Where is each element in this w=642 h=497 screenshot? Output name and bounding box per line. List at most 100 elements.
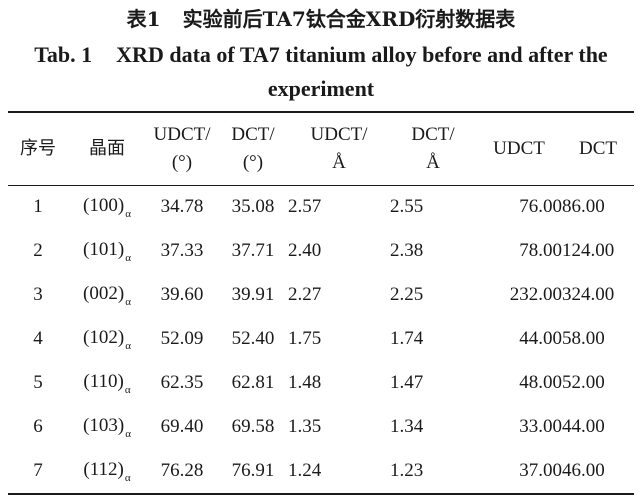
header-dct-intensity: DCT [579,138,617,159]
cell-dct-angle: 76.91 [231,460,275,481]
cell-dct-intensity: 124.00 [562,240,615,261]
header-udct-angle-line2: (°) [171,152,193,173]
cell-udct-spacing: 2.40 [288,240,322,261]
cell-udct-spacing: 2.27 [288,284,322,305]
phase-subscript: α [125,339,131,352]
cell-dct-spacing: 1.23 [390,460,424,481]
cell-udct-spacing: 1.35 [288,416,322,437]
plane-index: (102) [83,326,125,348]
cell-dct-intensity: 324.00 [562,284,615,305]
cell-udct-angle: 52.09 [160,328,204,349]
cell-udct-angle: 62.35 [160,372,204,393]
cell-dct-spacing: 1.47 [390,372,424,393]
plane-index: (110) [83,370,124,392]
phase-subscript: α [124,471,131,484]
cell-crystal-plane: (002)α [68,273,146,317]
cell-dct-angle: 52.40 [231,328,275,349]
table-row: 1 (100)α 34.78 35.08 2.57 2.55 76.00 86.00 [8,185,634,229]
cell-crystal-plane: (110)α [68,361,146,405]
cell-index: 7 [33,460,43,481]
table-row: 6 (103)α 69.40 69.58 1.35 1.34 33.00 44.00 [8,405,634,449]
cell-dct-angle: 69.58 [231,416,275,437]
cell-index: 5 [33,372,43,393]
cell-dct-angle: 37.71 [231,240,275,261]
phase-subscript: α [125,427,131,440]
cell-crystal-plane: (100)α [68,185,146,229]
cell-index: 1 [33,196,43,217]
table-number-en: Tab. 1 [34,42,93,67]
table-title-chinese: 表1 实验前后TA7钛合金XRD衍射数据表 [0,6,642,32]
cell-udct-intensity: 33.00 [519,416,562,437]
table-row: 5 (110)α 62.35 62.81 1.48 1.47 48.00 52.00 [8,361,634,405]
table-body: 1 (100)α 34.78 35.08 2.57 2.55 76.00 86.00 2 (101… [8,185,634,493]
cell-crystal-plane: (102)α [68,317,146,361]
header-dct-spacing-line2: Å [426,152,440,173]
table-top-rule [8,111,634,113]
cell-dct-intensity: 52.00 [562,372,605,393]
xrd-data-table: 序号 晶面 UDCT/ (°) DCT/ (°) UDCT/ Å DCT/ Å … [8,113,634,493]
cell-udct-angle: 76.28 [160,460,204,481]
cell-dct-spacing: 2.38 [390,240,424,261]
cell-dct-angle: 62.81 [231,372,275,393]
cell-dct-angle: 39.91 [231,284,275,305]
header-dct-spacing: DCT/ Å [390,113,476,185]
cell-udct-spacing: 1.75 [288,328,322,349]
phase-subscript: α [125,251,131,264]
header-udct-spacing: UDCT/ Å [288,113,390,185]
cell-udct-intensity: 232.00 [509,284,562,305]
cell-index: 3 [33,284,43,305]
cell-udct-intensity: 37.00 [519,460,562,481]
plane-index: (100) [83,194,125,216]
plane-index: (002) [83,282,125,304]
phase-subscript: α [125,295,131,308]
table-header-row: 序号 晶面 UDCT/ (°) DCT/ (°) UDCT/ Å DCT/ Å … [8,113,634,185]
header-dct-angle-line2: (°) [242,152,264,173]
cell-udct-spacing: 2.57 [288,196,322,217]
table-caption-en: XRD data of TA7 titanium alloy before an… [116,42,608,101]
plane-index: (112) [83,458,124,480]
cell-crystal-plane: (103)α [68,405,146,449]
cell-index: 6 [33,416,43,437]
cell-dct-spacing: 2.55 [390,196,424,217]
cell-udct-spacing: 1.48 [288,372,322,393]
plane-index: (103) [83,414,125,436]
table-header-rule [8,185,634,186]
cell-udct-intensity: 48.00 [519,372,562,393]
header-udct-angle: UDCT/ (°) [146,113,218,185]
cell-crystal-plane: (112)α [68,449,146,493]
cell-dct-intensity: 44.00 [562,416,605,437]
table-row: 7 (112)α 76.28 76.91 1.24 1.23 37.00 46.00 [8,449,634,493]
cell-index: 4 [33,328,43,349]
cell-udct-intensity: 76.00 [519,196,562,217]
table-bottom-rule [8,493,634,495]
header-index: 序号 [20,138,56,159]
header-dct-angle: DCT/ (°) [218,113,288,185]
table-caption-cn: 实验前后TA7钛合金XRD衍射数据表 [182,7,516,31]
header-udct-spacing-line2: Å [332,152,346,173]
cell-index: 2 [33,240,43,261]
cell-dct-spacing: 1.74 [390,328,424,349]
cell-dct-intensity: 58.00 [562,328,605,349]
cell-udct-angle: 69.40 [160,416,204,437]
plane-index: (101) [83,238,125,260]
table-number-cn: 表1 [126,7,161,31]
cell-udct-angle: 37.33 [160,240,204,261]
header-udct-intensity: UDCT [493,138,545,159]
cell-udct-angle: 39.60 [160,284,204,305]
header-udct-spacing-line1: UDCT/ [310,124,368,145]
table-row: 3 (002)α 39.60 39.91 2.27 2.25 232.00 324.00 [8,273,634,317]
cell-udct-angle: 34.78 [160,196,204,217]
header-dct-spacing-line1: DCT/ [411,124,455,145]
cell-udct-intensity: 44.00 [519,328,562,349]
cell-udct-intensity: 78.00 [519,240,562,261]
phase-subscript: α [125,207,131,220]
header-crystal-plane: 晶面 [89,138,125,159]
table-title-english: Tab. 1 XRD data of TA7 titanium alloy bef… [0,38,642,106]
table-row: 4 (102)α 52.09 52.40 1.75 1.74 44.00 58.00 [8,317,634,361]
cell-dct-spacing: 2.25 [390,284,424,305]
cell-crystal-plane: (101)α [68,229,146,273]
cell-dct-angle: 35.08 [231,196,275,217]
cell-dct-spacing: 1.34 [390,416,424,437]
phase-subscript: α [124,383,131,396]
header-dct-angle-line1: DCT/ [231,124,275,145]
